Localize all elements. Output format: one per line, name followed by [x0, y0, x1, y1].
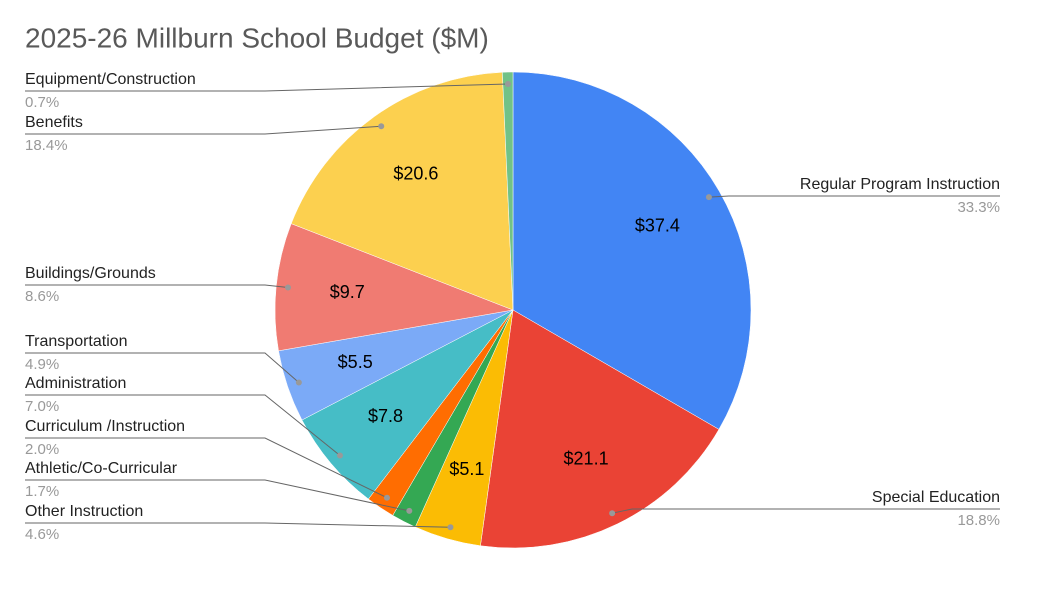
leader-line: [25, 83, 508, 92]
leader-line: [25, 352, 300, 383]
leader-dot: [447, 524, 454, 531]
pie-slice: [502, 71, 514, 311]
value-label: $21.1: [564, 448, 609, 468]
leader-dot: [336, 452, 343, 459]
percent-label: 1.7%: [25, 483, 59, 500]
leader-line: [25, 125, 382, 135]
leader-line: [25, 284, 289, 289]
value-label: $20.6: [393, 163, 438, 183]
category-label: Special Education: [872, 489, 1000, 506]
category-label: Athletic/Co-Curricular: [25, 460, 178, 477]
leader-line: [708, 195, 1000, 198]
category-label: Buildings/Grounds: [25, 265, 156, 282]
value-label: $9.7: [330, 282, 365, 302]
leader-dot: [705, 194, 712, 201]
leader-dot: [285, 284, 292, 291]
percent-label: 2.0%: [25, 441, 59, 458]
percent-label: 18.4%: [25, 137, 68, 154]
category-label: Other Instruction: [25, 503, 143, 520]
leader-dot: [609, 510, 616, 517]
category-label: Transportation: [25, 333, 128, 350]
leader-dot: [378, 123, 385, 130]
chart-title: 2025-26 Millburn School Budget ($M): [25, 22, 489, 53]
value-label: $5.1: [449, 459, 484, 479]
leader-line: [25, 394, 341, 456]
leader-line: [612, 508, 1000, 514]
leader-dot: [504, 80, 511, 87]
leader-line: [25, 522, 451, 528]
value-label: $7.8: [368, 406, 403, 426]
pie-slice: [512, 71, 752, 430]
percent-label: 33.3%: [957, 199, 1000, 216]
leader-dot: [295, 379, 302, 386]
percent-label: 7.0%: [25, 398, 59, 415]
percent-label: 4.9%: [25, 356, 59, 373]
pie-slice: [290, 71, 514, 311]
leader-line: [25, 479, 410, 512]
pie-slice: [480, 309, 720, 549]
category-label: Benefits: [25, 114, 83, 131]
category-label: Curriculum /Instruction: [25, 418, 185, 435]
category-label: Regular Program Instruction: [800, 176, 1000, 193]
value-label: $37.4: [635, 216, 680, 236]
pie-slice: [301, 309, 514, 500]
category-label: Administration: [25, 375, 126, 392]
percent-label: 8.6%: [25, 288, 59, 305]
leader-dot: [406, 507, 413, 514]
leader-line: [25, 437, 388, 499]
leader-dot: [383, 494, 390, 501]
value-label: $5.5: [338, 352, 373, 372]
percent-label: 18.8%: [957, 512, 1000, 529]
percent-label: 4.6%: [25, 526, 59, 543]
category-label: Equipment/Construction: [25, 71, 196, 88]
percent-label: 0.7%: [25, 94, 59, 111]
